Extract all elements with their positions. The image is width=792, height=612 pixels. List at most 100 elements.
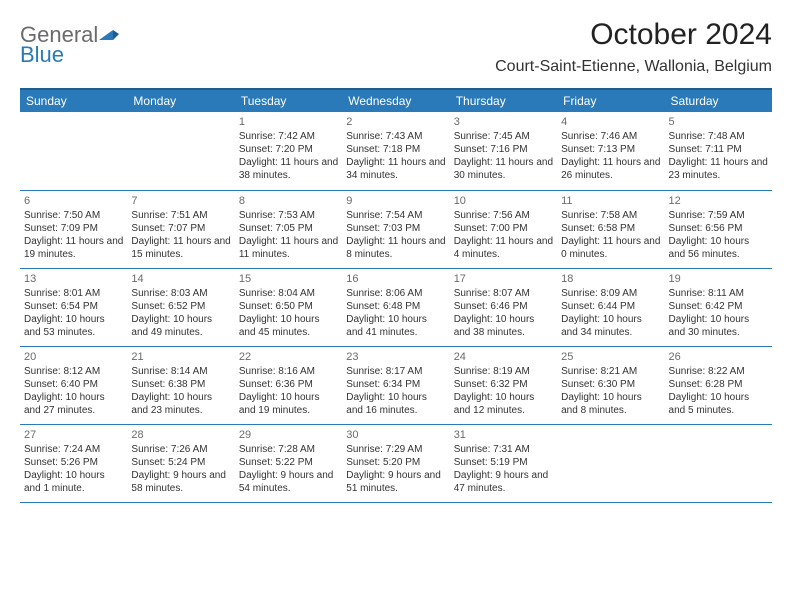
sunset-text: Sunset: 6:28 PM bbox=[669, 378, 768, 391]
day-number: 10 bbox=[454, 194, 553, 208]
day-number: 14 bbox=[131, 272, 230, 286]
daylight-text: Daylight: 10 hours and 30 minutes. bbox=[669, 313, 768, 339]
sunrise-text: Sunrise: 7:48 AM bbox=[669, 130, 768, 143]
day-header: Friday bbox=[557, 89, 664, 112]
day-number: 19 bbox=[669, 272, 768, 286]
daylight-text: Daylight: 10 hours and 16 minutes. bbox=[346, 391, 445, 417]
daylight-text: Daylight: 10 hours and 34 minutes. bbox=[561, 313, 660, 339]
day-number: 17 bbox=[454, 272, 553, 286]
daylight-text: Daylight: 10 hours and 19 minutes. bbox=[239, 391, 338, 417]
day-cell: 25Sunrise: 8:21 AMSunset: 6:30 PMDayligh… bbox=[557, 346, 664, 424]
sunrise-text: Sunrise: 8:16 AM bbox=[239, 365, 338, 378]
day-cell: 5Sunrise: 7:48 AMSunset: 7:11 PMDaylight… bbox=[665, 112, 772, 190]
day-cell: 3Sunrise: 7:45 AMSunset: 7:16 PMDaylight… bbox=[450, 112, 557, 190]
sunrise-text: Sunrise: 8:14 AM bbox=[131, 365, 230, 378]
day-number: 12 bbox=[669, 194, 768, 208]
day-number: 13 bbox=[24, 272, 123, 286]
logo-word2: Blue bbox=[20, 44, 119, 66]
daylight-text: Daylight: 10 hours and 38 minutes. bbox=[454, 313, 553, 339]
sunrise-text: Sunrise: 7:53 AM bbox=[239, 209, 338, 222]
logo-text: General Blue bbox=[20, 24, 119, 66]
sunrise-text: Sunrise: 7:50 AM bbox=[24, 209, 123, 222]
sunrise-text: Sunrise: 7:45 AM bbox=[454, 130, 553, 143]
daylight-text: Daylight: 10 hours and 1 minute. bbox=[24, 469, 123, 495]
sunset-text: Sunset: 7:00 PM bbox=[454, 222, 553, 235]
day-cell: 4Sunrise: 7:46 AMSunset: 7:13 PMDaylight… bbox=[557, 112, 664, 190]
day-number: 5 bbox=[669, 115, 768, 129]
sunset-text: Sunset: 6:42 PM bbox=[669, 300, 768, 313]
sunset-text: Sunset: 6:46 PM bbox=[454, 300, 553, 313]
sunset-text: Sunset: 7:20 PM bbox=[239, 143, 338, 156]
sunset-text: Sunset: 6:52 PM bbox=[131, 300, 230, 313]
sunrise-text: Sunrise: 7:54 AM bbox=[346, 209, 445, 222]
daylight-text: Daylight: 11 hours and 11 minutes. bbox=[239, 235, 338, 261]
daylight-text: Daylight: 11 hours and 23 minutes. bbox=[669, 156, 768, 182]
sunrise-text: Sunrise: 8:22 AM bbox=[669, 365, 768, 378]
day-number: 21 bbox=[131, 350, 230, 364]
daylight-text: Daylight: 10 hours and 41 minutes. bbox=[346, 313, 445, 339]
sunrise-text: Sunrise: 8:12 AM bbox=[24, 365, 123, 378]
sunset-text: Sunset: 6:40 PM bbox=[24, 378, 123, 391]
day-number: 26 bbox=[669, 350, 768, 364]
daylight-text: Daylight: 11 hours and 34 minutes. bbox=[346, 156, 445, 182]
day-number: 8 bbox=[239, 194, 338, 208]
daylight-text: Daylight: 10 hours and 23 minutes. bbox=[131, 391, 230, 417]
daylight-text: Daylight: 10 hours and 49 minutes. bbox=[131, 313, 230, 339]
day-number: 6 bbox=[24, 194, 123, 208]
day-number: 9 bbox=[346, 194, 445, 208]
day-cell: 29Sunrise: 7:28 AMSunset: 5:22 PMDayligh… bbox=[235, 424, 342, 502]
daylight-text: Daylight: 10 hours and 45 minutes. bbox=[239, 313, 338, 339]
day-header: Saturday bbox=[665, 89, 772, 112]
daylight-text: Daylight: 11 hours and 4 minutes. bbox=[454, 235, 553, 261]
day-number: 18 bbox=[561, 272, 660, 286]
week-row: 20Sunrise: 8:12 AMSunset: 6:40 PMDayligh… bbox=[20, 346, 772, 424]
sunset-text: Sunset: 7:05 PM bbox=[239, 222, 338, 235]
day-number: 27 bbox=[24, 428, 123, 442]
day-number: 29 bbox=[239, 428, 338, 442]
calendar-body: 1Sunrise: 7:42 AMSunset: 7:20 PMDaylight… bbox=[20, 112, 772, 502]
daylight-text: Daylight: 10 hours and 27 minutes. bbox=[24, 391, 123, 417]
header: General Blue October 2024 Court-Saint-Et… bbox=[20, 18, 772, 76]
sunrise-text: Sunrise: 7:43 AM bbox=[346, 130, 445, 143]
week-row: 13Sunrise: 8:01 AMSunset: 6:54 PMDayligh… bbox=[20, 268, 772, 346]
sunrise-text: Sunrise: 7:24 AM bbox=[24, 443, 123, 456]
sunset-text: Sunset: 5:20 PM bbox=[346, 456, 445, 469]
sunset-text: Sunset: 6:50 PM bbox=[239, 300, 338, 313]
day-number: 1 bbox=[239, 115, 338, 129]
day-number: 23 bbox=[346, 350, 445, 364]
day-cell: 10Sunrise: 7:56 AMSunset: 7:00 PMDayligh… bbox=[450, 190, 557, 268]
calendar-table: Sunday Monday Tuesday Wednesday Thursday… bbox=[20, 88, 772, 503]
sunrise-text: Sunrise: 8:17 AM bbox=[346, 365, 445, 378]
sunrise-text: Sunrise: 8:11 AM bbox=[669, 287, 768, 300]
day-cell: 19Sunrise: 8:11 AMSunset: 6:42 PMDayligh… bbox=[665, 268, 772, 346]
sunrise-text: Sunrise: 7:59 AM bbox=[669, 209, 768, 222]
day-number: 15 bbox=[239, 272, 338, 286]
sunrise-text: Sunrise: 7:31 AM bbox=[454, 443, 553, 456]
sunrise-text: Sunrise: 7:58 AM bbox=[561, 209, 660, 222]
day-cell: 28Sunrise: 7:26 AMSunset: 5:24 PMDayligh… bbox=[127, 424, 234, 502]
day-header: Monday bbox=[127, 89, 234, 112]
daylight-text: Daylight: 9 hours and 51 minutes. bbox=[346, 469, 445, 495]
flag-icon bbox=[99, 24, 119, 46]
month-title: October 2024 bbox=[495, 18, 772, 52]
sunrise-text: Sunrise: 8:07 AM bbox=[454, 287, 553, 300]
daylight-text: Daylight: 10 hours and 53 minutes. bbox=[24, 313, 123, 339]
sunrise-text: Sunrise: 8:01 AM bbox=[24, 287, 123, 300]
day-cell: 16Sunrise: 8:06 AMSunset: 6:48 PMDayligh… bbox=[342, 268, 449, 346]
sunrise-text: Sunrise: 8:03 AM bbox=[131, 287, 230, 300]
day-header: Wednesday bbox=[342, 89, 449, 112]
logo: General Blue bbox=[20, 24, 119, 66]
day-cell: 31Sunrise: 7:31 AMSunset: 5:19 PMDayligh… bbox=[450, 424, 557, 502]
sunrise-text: Sunrise: 7:46 AM bbox=[561, 130, 660, 143]
day-cell: 24Sunrise: 8:19 AMSunset: 6:32 PMDayligh… bbox=[450, 346, 557, 424]
daylight-text: Daylight: 11 hours and 15 minutes. bbox=[131, 235, 230, 261]
day-cell: 17Sunrise: 8:07 AMSunset: 6:46 PMDayligh… bbox=[450, 268, 557, 346]
day-number: 7 bbox=[131, 194, 230, 208]
daylight-text: Daylight: 9 hours and 54 minutes. bbox=[239, 469, 338, 495]
sunset-text: Sunset: 6:38 PM bbox=[131, 378, 230, 391]
daylight-text: Daylight: 9 hours and 58 minutes. bbox=[131, 469, 230, 495]
day-number: 3 bbox=[454, 115, 553, 129]
day-cell: 20Sunrise: 8:12 AMSunset: 6:40 PMDayligh… bbox=[20, 346, 127, 424]
sunset-text: Sunset: 6:56 PM bbox=[669, 222, 768, 235]
sunrise-text: Sunrise: 8:21 AM bbox=[561, 365, 660, 378]
